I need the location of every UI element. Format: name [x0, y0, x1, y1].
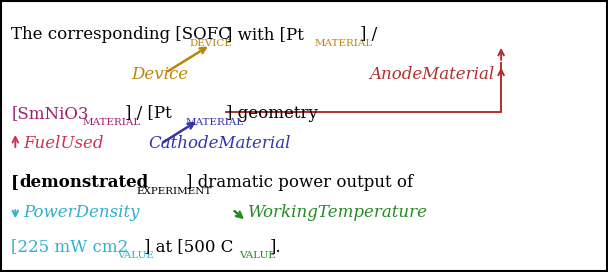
Text: The corresponding [SOFC: The corresponding [SOFC	[12, 26, 231, 43]
Text: ] /: ] /	[360, 26, 377, 43]
Text: [SmNiO3: [SmNiO3	[12, 105, 89, 122]
Text: WorkingTemperature: WorkingTemperature	[248, 204, 428, 221]
Text: ] geometry: ] geometry	[226, 105, 318, 122]
Text: ] / [Pt: ] / [Pt	[125, 105, 171, 122]
Text: [225 mW cm2: [225 mW cm2	[12, 238, 129, 255]
Text: FuelUsed: FuelUsed	[23, 135, 104, 152]
Text: ].: ].	[270, 238, 282, 255]
Text: VALUE: VALUE	[117, 251, 154, 260]
Text: Device: Device	[131, 66, 188, 83]
Text: AnodeMaterial: AnodeMaterial	[370, 66, 495, 83]
Text: EXPERIMENT: EXPERIMENT	[137, 187, 212, 196]
Text: MATERIAL: MATERIAL	[185, 118, 244, 127]
Text: demonstrated: demonstrated	[19, 174, 148, 191]
Text: ] at [500 C: ] at [500 C	[143, 238, 233, 255]
Text: ] with [Pt: ] with [Pt	[226, 26, 304, 43]
Text: CathodeMaterial: CathodeMaterial	[149, 135, 291, 152]
Text: MATERIAL: MATERIAL	[315, 39, 373, 48]
Text: DEVICE: DEVICE	[190, 39, 232, 48]
Text: PowerDensity: PowerDensity	[23, 204, 140, 221]
Text: MATERIAL: MATERIAL	[83, 118, 141, 127]
Text: [: [	[12, 174, 19, 191]
Text: VALUE: VALUE	[240, 251, 276, 260]
Text: ] dramatic power output of: ] dramatic power output of	[185, 174, 413, 191]
